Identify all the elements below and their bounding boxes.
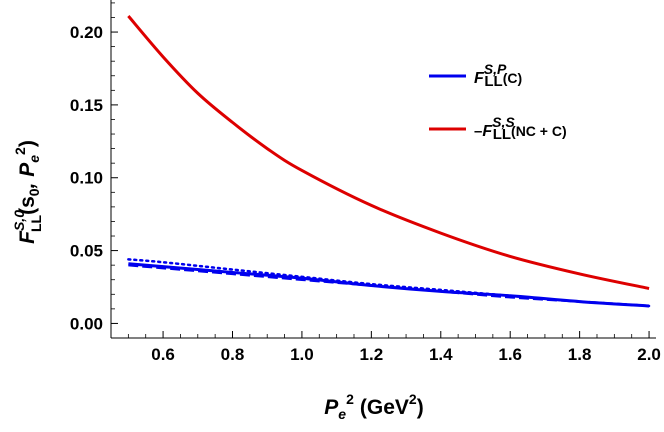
y-axis-title: FS,0LL(s0, Pe2) — [11, 140, 44, 244]
x-tick-label: 0.8 — [221, 345, 245, 364]
x-tick-label: 1.4 — [429, 345, 453, 364]
x-tick-label: 2.0 — [637, 345, 661, 364]
x-tick-label: 1.8 — [568, 345, 592, 364]
x-tick-label: 1.2 — [360, 345, 384, 364]
legend-entry-1: –FS,S LL(NC + C) — [474, 114, 567, 143]
y-tick-label: 0.10 — [70, 169, 103, 188]
x-axis-ticks: 0.6 0.8 1.0 1.2 1.4 1.6 1.8 2.0 — [127, 331, 661, 364]
y-tick-label: 0.15 — [70, 96, 103, 115]
y-tick-label: 0.05 — [70, 242, 103, 261]
legend-entry-0: FS,P LL(C) — [474, 61, 522, 90]
plot-frame — [110, 0, 656, 339]
series-layer — [127, 15, 651, 308]
x-axis-title: Pe2 (GeV2) — [324, 391, 423, 422]
series-line-dotted-3 — [127, 258, 651, 308]
x-tick-label: 0.6 — [151, 345, 175, 364]
legend: FS,P LL(C) –FS,S LL(NC + C) — [429, 61, 567, 143]
y-tick-label: 0.00 — [70, 314, 103, 333]
x-tick-label: 1.6 — [498, 345, 522, 364]
series-line-solid-0 — [128, 262, 650, 308]
y-axis-ticks: 0.00 0.05 0.10 0.15 0.20 — [70, 2, 118, 333]
series-line-solid-1 — [127, 15, 650, 290]
y-tick-label: 0.20 — [70, 23, 103, 42]
x-tick-label: 1.0 — [290, 345, 314, 364]
